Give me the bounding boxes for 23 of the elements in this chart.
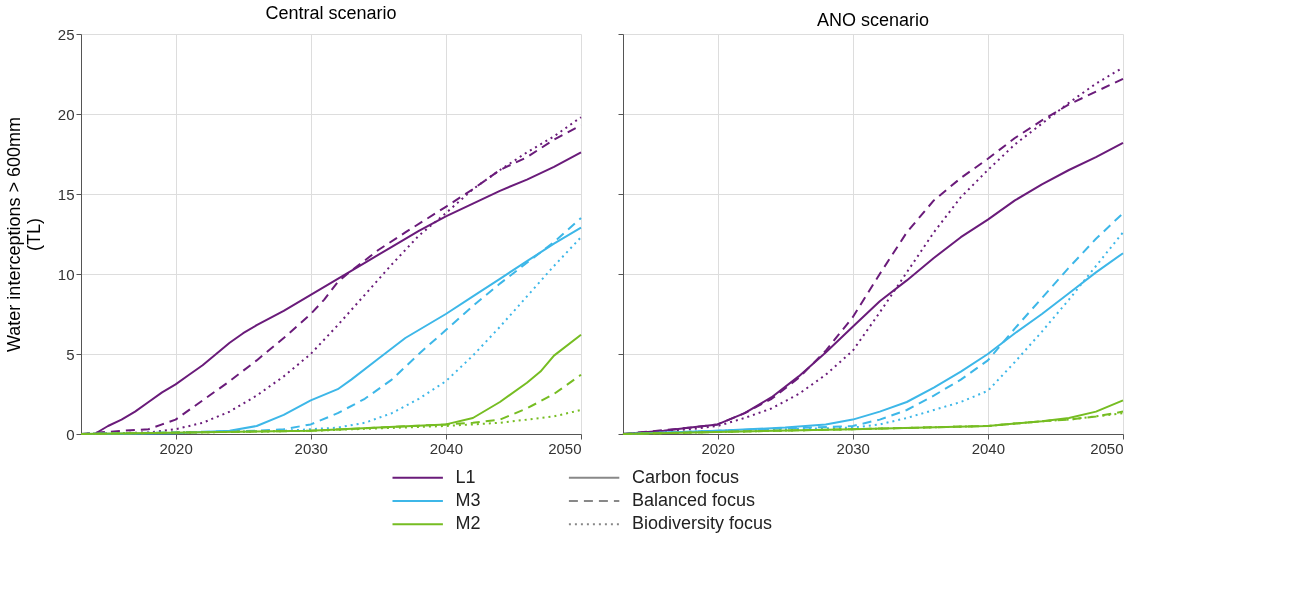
x-tick-label: 2050 xyxy=(1090,439,1124,457)
y-tick-label: 15 xyxy=(57,185,75,203)
text: Balanced focus xyxy=(631,490,755,510)
x-tick-label: 2020 xyxy=(701,439,735,457)
y-tick-label: 10 xyxy=(57,265,75,283)
y-tick-label: 5 xyxy=(66,345,75,363)
legend-label: M3 xyxy=(455,490,481,510)
text: Biodiversity focus xyxy=(631,513,772,534)
y-tick-label: 0 xyxy=(66,425,75,443)
x-tick-label: 2050 xyxy=(548,439,582,457)
y-axis-title: Water interceptions > 600mm (TL) xyxy=(3,117,44,352)
legend-label: L1 xyxy=(455,466,476,487)
chart-title: Central scenario xyxy=(265,3,397,23)
chart-title: ANO scenario xyxy=(816,9,930,30)
text: Carbon focus xyxy=(631,466,739,487)
legend-label: M2 xyxy=(455,513,481,534)
x-tick-label: 2030 xyxy=(836,439,870,457)
x-tick-label: 2040 xyxy=(429,439,464,457)
x-tick-label: 2030 xyxy=(294,439,328,457)
y-tick-label: 25 xyxy=(57,25,75,43)
x-tick-label: 2040 xyxy=(971,439,1006,457)
x-tick-label: 2020 xyxy=(159,439,193,457)
y-tick-label: 20 xyxy=(57,105,75,123)
